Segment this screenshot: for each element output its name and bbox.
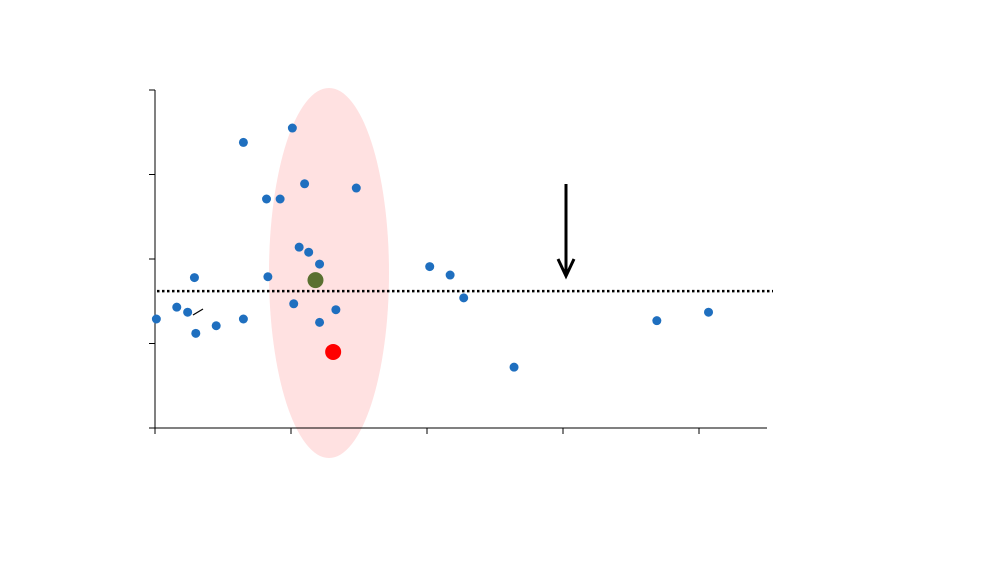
highlight-region	[269, 88, 389, 458]
data-point	[289, 299, 299, 309]
arrow-head	[556, 258, 576, 280]
data-point	[425, 262, 435, 272]
data-point	[704, 307, 714, 317]
highlight-point	[325, 343, 342, 360]
annotation-stroke	[192, 308, 204, 316]
data-point	[211, 321, 221, 331]
highlight-point	[307, 272, 324, 289]
data-point	[304, 247, 314, 257]
data-point	[294, 242, 304, 252]
data-point	[459, 293, 469, 303]
data-point	[238, 314, 248, 324]
data-point	[509, 362, 519, 372]
data-point	[191, 328, 201, 338]
data-point	[351, 183, 361, 193]
data-point	[263, 272, 273, 282]
data-point	[172, 302, 182, 312]
data-point	[275, 194, 285, 204]
data-point	[315, 317, 325, 327]
data-point	[238, 137, 248, 147]
data-point	[315, 259, 325, 269]
data-point	[287, 123, 297, 133]
data-point	[183, 307, 193, 317]
data-point	[652, 316, 662, 326]
data-point	[189, 273, 199, 283]
data-point	[445, 270, 455, 280]
data-point	[262, 194, 272, 204]
data-point	[331, 305, 341, 315]
data-point	[151, 314, 161, 324]
data-point	[300, 179, 310, 189]
